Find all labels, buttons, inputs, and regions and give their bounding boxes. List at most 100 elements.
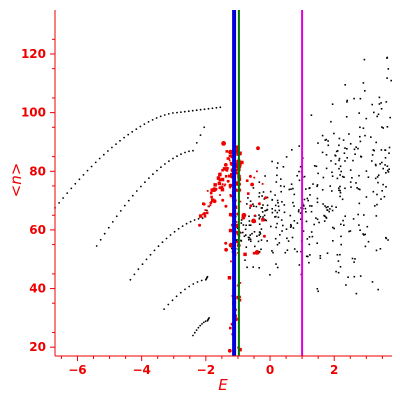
scatter-point [279,234,281,236]
scatter-point [259,231,261,234]
scatter-point [258,218,261,220]
red-point [235,230,238,234]
scatter-point [308,261,310,264]
scatter-point [353,275,356,278]
y-tick-label: 100 [21,106,46,120]
scatter-point [381,126,383,128]
scatter-point [293,248,296,250]
scatter-point [359,229,361,231]
scatter-point [343,152,346,154]
curve-point [179,291,182,294]
curve-point [143,123,146,125]
red-point [220,187,225,192]
curve-point [137,268,140,271]
scatter-point [258,195,260,198]
scatter-point [353,148,356,151]
scatter-point [310,210,313,213]
scatter-point [265,209,268,212]
curve-point [211,107,214,110]
scatter-point [322,176,325,179]
x-tick-label: 0 [266,363,274,377]
curve-point [74,182,77,185]
curve-point [135,190,138,192]
scatter-point [305,255,308,258]
red-point [221,168,224,172]
curve-point [173,230,176,233]
scatter-point [321,189,324,191]
red-point [261,218,265,222]
scatter-point [358,224,360,226]
scatter-point [343,224,345,226]
scatter-point [249,238,252,241]
curve-point [168,160,170,163]
red-point [228,183,233,188]
scatter-point [359,97,362,100]
scatter-point [303,198,306,201]
scatter-point [283,185,285,188]
ticks-layer: −6 −4 −2 0 2 20 40 60 80 100 120 [21,38,383,377]
curve-point [181,225,184,228]
scatter-point [307,255,309,258]
scatter-point [329,208,331,210]
scatter-point [262,191,265,193]
scatter-point [321,134,324,137]
curve-point [175,295,178,298]
scatter-point [351,177,353,179]
red-point [224,204,228,208]
scatter-point [378,96,381,99]
scatter-point [324,215,326,218]
scatter-point [242,231,244,234]
scatter-point [366,225,369,228]
curve-point [163,308,166,310]
scatter-point [298,170,300,173]
scatter-point [307,199,309,202]
curve-point [98,157,101,160]
scatter-point [352,159,354,162]
scatter-point [326,209,328,211]
scatter-point [367,176,370,178]
scatter-point [319,257,322,259]
scatter-point [363,214,365,216]
scatter-point [346,99,348,102]
scatter-point [388,152,390,154]
scatter-point [388,168,390,170]
red-point [254,214,256,217]
scatter-point [290,188,292,190]
red-point [226,167,229,170]
scatter-point [264,175,266,177]
scatter-point [387,171,390,173]
curve-point [184,151,186,154]
scatter-point [292,201,294,204]
scatter-point [261,211,264,213]
scatter-point [274,194,276,196]
scatter-point [364,233,366,236]
plot-layer [54,10,392,356]
red-point [248,174,252,178]
red-point [210,195,213,199]
x-tick-label: −2 [197,363,215,377]
scatter-point [358,174,360,177]
scatter-point [348,230,350,233]
red-point [227,348,232,353]
curve-point [192,149,194,152]
curve-point [163,114,166,116]
scatter-point [354,258,356,260]
red-point [264,196,268,200]
scatter-point [231,247,233,250]
curve-point [172,157,174,160]
scatter-point [305,220,308,223]
scatter-point [335,206,337,208]
curve-point [66,192,69,195]
scatter-point [338,187,340,189]
curve-point [206,209,208,212]
scatter-point [274,204,277,207]
scatter-point [342,219,344,222]
red-point [257,202,261,206]
scatter-point [339,191,342,194]
scatter-point [275,215,277,218]
red-point [245,179,249,182]
curve-point [141,263,144,266]
curve-point [183,110,186,113]
scatter-point [316,184,319,186]
curve-point [135,128,138,131]
